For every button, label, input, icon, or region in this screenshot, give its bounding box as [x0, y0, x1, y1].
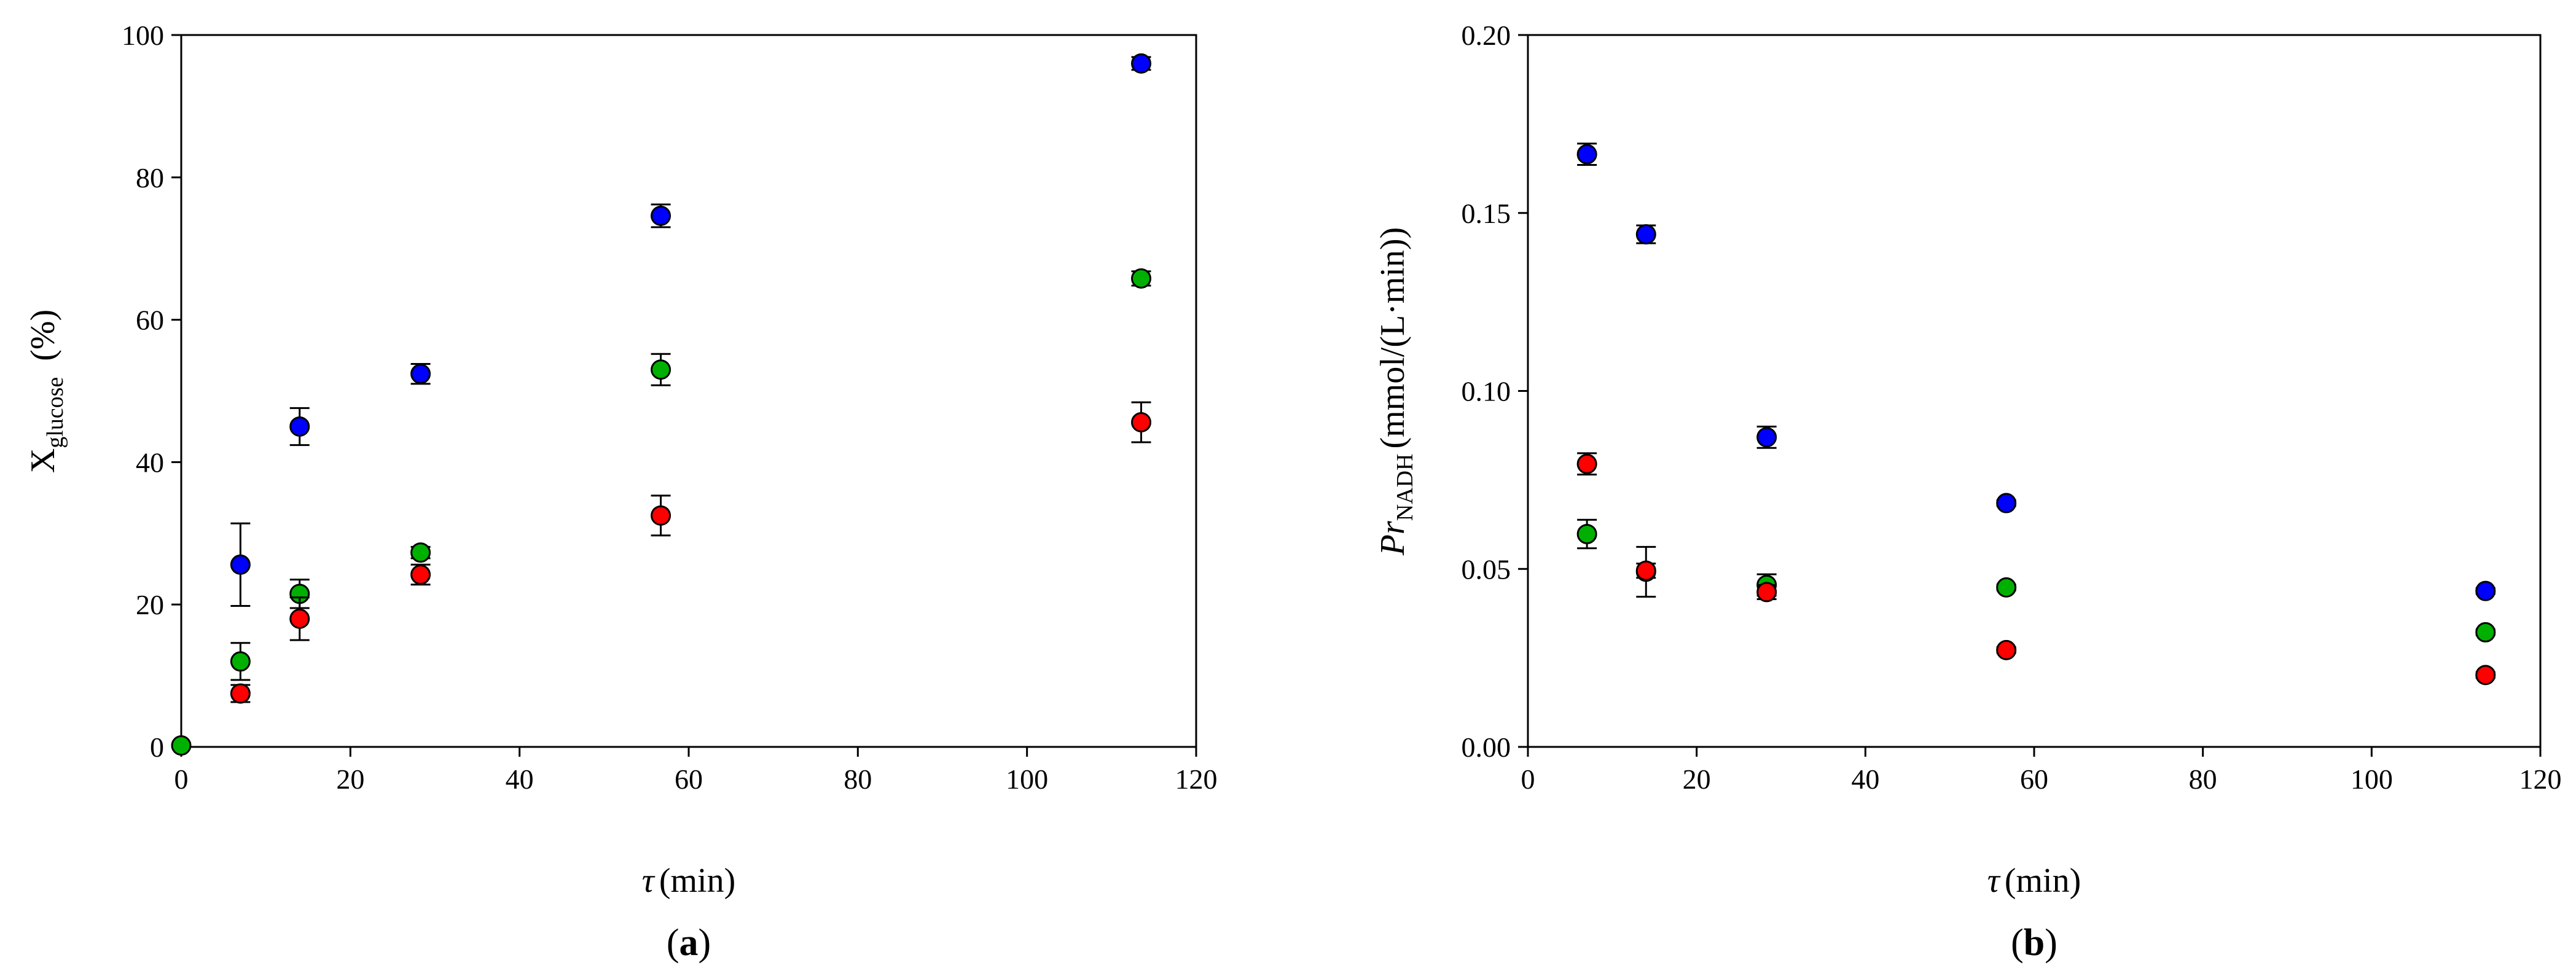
data-point — [1756, 427, 1777, 448]
panel-b: 0 20 40 60 80 100 120 0.00 0.05 0.10 0.15 0.20 τ (min… — [1374, 20, 2562, 964]
data-point — [1576, 453, 1597, 474]
y-axis-subscript: glucose — [42, 377, 68, 448]
y-axis-title: PrNADH (mmol/(L·min)) — [1374, 227, 1418, 556]
x-axis-unit: (min) — [2005, 862, 2081, 900]
data-point — [651, 359, 671, 380]
x-axis-unit: (min) — [659, 862, 735, 900]
series-0 — [1576, 142, 2496, 601]
x-tick-label: 120 — [1175, 763, 1218, 795]
x-tick-label: 120 — [2519, 763, 2562, 795]
data-point — [171, 735, 192, 756]
y-tick-label: 0.10 — [1462, 376, 1511, 407]
data-point — [1576, 144, 1597, 165]
data-point — [1635, 560, 1656, 581]
panel-label-close: ) — [699, 922, 711, 964]
x-tick-label: 100 — [1006, 763, 1048, 795]
plot-frame — [180, 34, 1197, 748]
data-point — [1131, 53, 1152, 74]
x-tick-label: 100 — [2351, 763, 2393, 795]
plot-frame — [1527, 34, 2542, 748]
data-point — [289, 416, 310, 437]
y-tick-label: 60 — [136, 305, 164, 336]
data-point — [410, 542, 431, 563]
panel-label-letter: b — [2024, 922, 2045, 964]
data-point — [1635, 224, 1656, 245]
y-tick-label: 0 — [150, 732, 164, 763]
x-tick-label: 60 — [2020, 763, 2048, 795]
data-point — [1131, 268, 1152, 289]
series-2 — [230, 401, 1152, 704]
panel-label-open: ( — [2011, 922, 2024, 964]
x-tick-label: 0 — [1521, 763, 1535, 795]
panel-label-open: ( — [667, 922, 679, 964]
y-axis-unit: (%) — [24, 310, 62, 361]
data-point — [651, 505, 671, 526]
x-tick-label: 60 — [675, 763, 703, 795]
x-tick-label: 0 — [174, 763, 189, 795]
data-point — [1576, 523, 1597, 544]
panel-label: (b) — [2011, 922, 2057, 964]
x-axis-title: τ (min) — [1987, 862, 2081, 900]
panel-label-close: ) — [2045, 922, 2057, 964]
x-tick-label: 20 — [336, 763, 364, 795]
data-point — [2475, 622, 2496, 642]
series-2 — [1576, 452, 2496, 685]
data-point — [289, 608, 310, 629]
panel-a: 0 20 40 60 80 100 120 0 20 40 60 80 100 τ (min) Xglucos… — [24, 20, 1218, 964]
y-tick-label: 0.20 — [1462, 20, 1511, 51]
data-point — [230, 651, 251, 672]
x-axis-symbol: τ — [642, 862, 656, 900]
x-axis-symbol: τ — [1987, 862, 2001, 900]
data-point — [2475, 665, 2496, 685]
y-tick-label: 0.00 — [1462, 732, 1511, 763]
y-axis-symbol: Pr — [1374, 521, 1412, 556]
panel-label: (a) — [667, 922, 711, 964]
y-axis-unit: (mmol/(L·min)) — [1374, 227, 1412, 449]
data-point — [230, 683, 251, 704]
series-0 — [230, 53, 1152, 607]
y-tick-label: 80 — [136, 162, 164, 193]
x-tick-label: 40 — [506, 763, 534, 795]
data-point — [410, 364, 431, 385]
x-tick-label: 40 — [1851, 763, 1879, 795]
y-axis-subscript: NADH — [1392, 454, 1418, 521]
x-tick-label: 20 — [1683, 763, 1711, 795]
data-point — [1996, 639, 2017, 660]
data-point — [651, 205, 671, 226]
y-tick-label: 20 — [136, 589, 164, 620]
data-point — [1996, 493, 2017, 513]
data-point — [410, 564, 431, 585]
y-tick-label: 0.05 — [1462, 553, 1511, 585]
series-1 — [1576, 518, 2496, 642]
y-tick-label: 40 — [136, 447, 164, 478]
data-point — [1131, 412, 1152, 432]
data-point — [1996, 577, 2017, 598]
y-axis-symbol: X — [24, 448, 62, 473]
data-point — [230, 554, 251, 575]
y-tick-label: 0.15 — [1462, 198, 1511, 229]
data-point — [2475, 580, 2496, 601]
panel-label-letter: a — [679, 922, 699, 964]
y-axis-title: Xglucose (%) — [24, 310, 68, 473]
x-tick-label: 80 — [844, 763, 872, 795]
x-tick-label: 80 — [2189, 763, 2217, 795]
x-axis-title: τ (min) — [642, 862, 735, 900]
data-point — [1756, 582, 1777, 603]
y-tick-label: 100 — [122, 20, 164, 51]
